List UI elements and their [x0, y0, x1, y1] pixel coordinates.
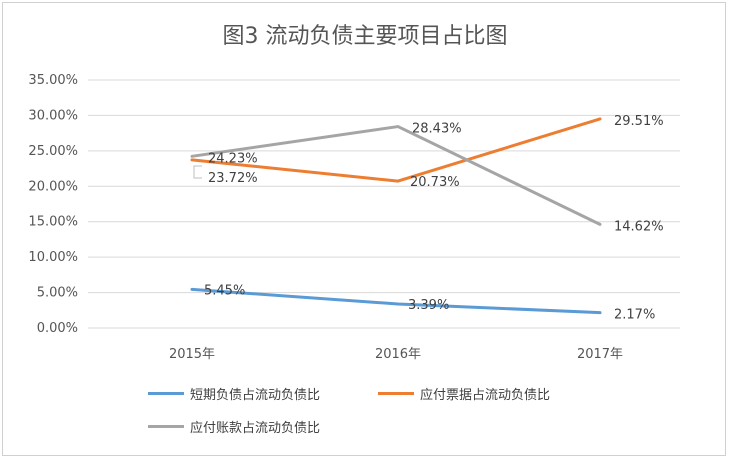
legend-swatch-2 — [148, 425, 184, 428]
x-tick-label-2: 2017年 — [577, 347, 623, 362]
legend-item-1[interactable]: 应付票据占流动负债比 — [378, 384, 550, 403]
data-label-s2-2: 14.62% — [614, 219, 664, 234]
legend-item-2[interactable]: 应付账款占流动负债比 — [148, 417, 320, 436]
data-label-s1-2: 29.51% — [614, 114, 664, 129]
data-label-s2-0: 24.23% — [208, 151, 258, 166]
legend-label-1: 应付票据占流动负债比 — [420, 388, 551, 403]
y-tick-label-5: 25.00% — [28, 144, 78, 159]
y-tick-label-4: 20.00% — [28, 179, 78, 194]
data-label-s2-1: 28.43% — [412, 122, 462, 137]
series-line-2 — [190, 125, 602, 226]
legend-swatch-1 — [378, 392, 414, 395]
series-line-0 — [190, 287, 602, 315]
y-tick-label-3: 15.00% — [28, 215, 78, 230]
data-label-s1-1: 20.73% — [410, 175, 460, 190]
y-tick-label-6: 30.00% — [28, 108, 78, 123]
y-tick-label-2: 10.00% — [28, 250, 78, 265]
legend-item-0[interactable]: 短期负债占流动负债比 — [148, 384, 320, 403]
legend-label-2: 应付账款占流动负债比 — [190, 421, 321, 436]
y-tick-label-7: 35.00% — [28, 73, 78, 88]
x-tick-label-0: 2015年 — [169, 347, 215, 362]
data-label-s0-1: 3.39% — [408, 298, 449, 313]
y-tick-label-0: 0.00% — [37, 321, 78, 336]
series-line-1 — [190, 117, 602, 183]
legend-swatch-0 — [148, 392, 184, 395]
chart-title: 图3 流动负债主要项目占比图 — [222, 24, 508, 49]
data-label-s1-0: 23.72% — [208, 171, 258, 186]
legend-label-0: 短期负债占流动负债比 — [190, 388, 321, 403]
chart-frame — [2, 2, 726, 456]
y-tick-label-1: 5.00% — [37, 286, 78, 301]
x-tick-label-1: 2016年 — [375, 347, 421, 362]
data-label-s0-0: 5.45% — [204, 283, 245, 298]
data-label-s0-2: 2.17% — [614, 308, 655, 323]
leader-line — [193, 165, 202, 179]
